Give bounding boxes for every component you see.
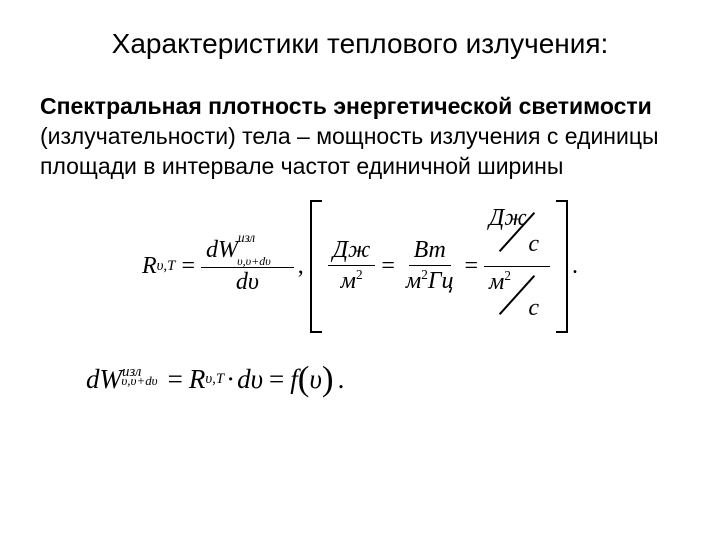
sym-dv-2: dυ bbox=[237, 364, 263, 395]
body-paragraph: Спектральная плотность энергетической св… bbox=[40, 92, 680, 182]
eq-1: = bbox=[181, 253, 195, 280]
unit3-den-den: с bbox=[528, 296, 539, 321]
sym-dv: dυ bbox=[231, 268, 264, 295]
sym-dW-sub: υ,υ+dυ bbox=[237, 254, 271, 268]
unit2-num: Вт bbox=[409, 238, 451, 266]
unit1-den: м bbox=[341, 268, 356, 294]
cdot: · bbox=[226, 364, 235, 395]
unit2-den-b: Гц bbox=[428, 268, 454, 294]
unit3-den-diag: м2 с bbox=[489, 269, 545, 321]
unit3: Дж с м2 с bbox=[484, 206, 550, 327]
body-rest: (излучательности) тела – мощность излуче… bbox=[40, 123, 659, 179]
unit3-num-num: Дж bbox=[489, 206, 527, 231]
lp: ( bbox=[298, 359, 310, 399]
eq-4: = bbox=[168, 364, 183, 395]
unit1-num: Дж bbox=[328, 238, 376, 266]
unit2-den-a: м bbox=[406, 268, 421, 294]
period-2: . bbox=[338, 364, 345, 395]
sym-R-2: R bbox=[189, 364, 206, 395]
formula-2: dWизлυ,υ+dυ = Rυ,T · dυ = f(υ). bbox=[40, 359, 680, 399]
sym-dW-2: dW bbox=[86, 364, 122, 395]
period-1: . bbox=[572, 253, 578, 280]
unit3-den-num: м bbox=[489, 269, 504, 295]
sym-f: f bbox=[290, 364, 298, 395]
unit2: Вт м2Гц bbox=[401, 238, 459, 294]
bracket-left-icon bbox=[310, 200, 322, 333]
sym-dW-sub-2: υ,υ+dυ bbox=[121, 373, 157, 389]
unit-bracket: Дж м2 = Вт м2Гц = Дж с м2 с bbox=[310, 200, 568, 333]
sym-v: υ bbox=[309, 364, 321, 395]
bold-term: Спектральная плотность энергетической св… bbox=[40, 93, 652, 119]
unit2-den-a-exp: 2 bbox=[421, 267, 428, 282]
eq-2: = bbox=[381, 253, 395, 280]
unit3-den-num-exp: 2 bbox=[504, 268, 511, 283]
sym-R-sub-2: υ,T bbox=[205, 371, 224, 388]
unit1: Дж м2 bbox=[328, 238, 376, 294]
sym-R-sub: υ,T bbox=[157, 258, 176, 275]
unit3-num-den: с bbox=[528, 232, 539, 257]
sym-dW-sup: изл bbox=[238, 230, 255, 245]
unit3-num-diag: Дж с bbox=[489, 206, 545, 258]
frac-dW-dv: dWизлυ,υ+dυ dυ bbox=[201, 237, 294, 296]
comma-1: , bbox=[298, 253, 304, 280]
slide-title: Характеристики теплового излучения: bbox=[40, 28, 680, 60]
eq-5: = bbox=[269, 364, 284, 395]
formula-1: Rυ,T = dWизлυ,υ+dυ dυ , Дж м2 = Вт м2Гц … bbox=[40, 200, 680, 333]
sym-R: R bbox=[142, 253, 157, 280]
sym-dW: dW bbox=[206, 237, 238, 263]
unit1-den-exp: 2 bbox=[356, 267, 363, 282]
rp: ) bbox=[322, 359, 334, 399]
bracket-right-icon bbox=[556, 200, 568, 333]
eq-3: = bbox=[465, 253, 479, 280]
